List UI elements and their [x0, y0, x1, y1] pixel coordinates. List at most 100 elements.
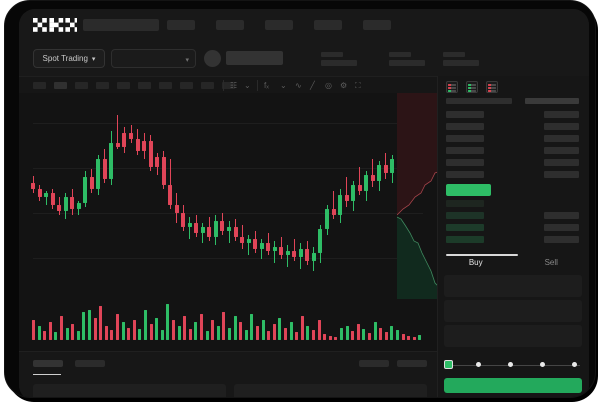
orderbook-current-price[interactable] — [446, 184, 491, 196]
timeframe-button-9[interactable] — [201, 82, 214, 89]
settings-icon[interactable]: ⚙ — [340, 81, 348, 90]
volume-bar — [222, 312, 226, 340]
nav-item-1[interactable] — [167, 20, 195, 30]
orders-action-1[interactable] — [359, 360, 389, 367]
app-header — [19, 9, 589, 42]
indicators-icon[interactable]: fₓ — [264, 81, 269, 90]
trading-mode-selector[interactable]: Spot Trading ▾ — [33, 49, 105, 68]
nav-item-2[interactable] — [216, 20, 244, 30]
nav-item-4[interactable] — [314, 20, 342, 30]
slider-stop-75[interactable] — [540, 362, 545, 367]
timeframe-button-4[interactable] — [96, 82, 109, 89]
timeframe-button-10[interactable] — [222, 82, 235, 89]
volume-bar — [132, 320, 136, 340]
orderbook-bid-row[interactable] — [446, 212, 484, 219]
order-price-field[interactable] — [444, 300, 582, 322]
orders-tab-1[interactable] — [33, 360, 63, 367]
orders-action-2[interactable] — [397, 360, 427, 367]
volume-bar — [172, 320, 175, 340]
slider-stop-100[interactable] — [572, 362, 577, 367]
orderbook-layout-toggles — [446, 81, 498, 93]
slider-stop-25[interactable] — [476, 362, 481, 367]
orderbook-ask-row[interactable] — [446, 171, 484, 178]
timeframe-button-2[interactable] — [54, 82, 67, 89]
volume-bar — [88, 310, 91, 340]
orders-tab-2[interactable] — [75, 360, 105, 367]
ticker-stat-2 — [389, 52, 425, 66]
volume-bar — [334, 337, 338, 340]
trading-subheader: Spot Trading ▾ ▾ — [19, 42, 589, 76]
tab-sell[interactable]: Sell — [544, 258, 558, 267]
volume-bar — [295, 332, 299, 340]
ticker-stat-3 — [443, 52, 479, 66]
orders-panel-left[interactable] — [33, 384, 226, 397]
order-amount-field[interactable] — [444, 325, 582, 347]
ticker-stat-value — [321, 60, 357, 66]
line-tool-icon[interactable]: ∿ — [295, 81, 302, 90]
chart-gridline — [33, 213, 423, 214]
timeframe-button-8[interactable] — [180, 82, 193, 89]
nav-item-5[interactable] — [363, 20, 391, 30]
orderbook-ask-row[interactable] — [446, 159, 484, 166]
volume-bar — [216, 326, 220, 340]
volume-bar — [43, 331, 47, 340]
timeframe-button-7[interactable] — [159, 82, 172, 89]
orderbook-ask-row[interactable] — [446, 123, 484, 130]
orders-panel-right[interactable] — [234, 384, 427, 397]
volume-bar — [93, 318, 97, 340]
volume-bar — [127, 328, 131, 340]
price-chart[interactable] — [19, 93, 437, 351]
orderbook-bid-row[interactable] — [446, 200, 484, 207]
drawing-tool-icon[interactable]: ╱ — [310, 81, 315, 90]
chart-gridline — [33, 258, 423, 259]
candle-chart-icon[interactable]: ☷ — [230, 81, 238, 90]
volume-bar — [418, 335, 422, 340]
volume-bar — [188, 329, 192, 340]
volume-bar — [233, 316, 237, 340]
nav-item-3[interactable] — [265, 20, 293, 30]
chart-type-chevron-icon[interactable]: ⌄ — [244, 81, 251, 90]
orderbook-layout-buy-icon[interactable] — [466, 81, 478, 93]
slider-stop-50[interactable] — [508, 362, 513, 367]
ticker-stat-label — [443, 52, 465, 57]
volume-bar — [37, 326, 41, 340]
tab-buy[interactable]: Buy — [468, 258, 483, 267]
orderbook-layout-both-icon[interactable] — [446, 81, 458, 93]
trading-mode-label: Spot Trading — [42, 54, 88, 63]
ticker-stat-label — [321, 52, 343, 57]
slider-handle[interactable] — [444, 360, 453, 369]
pair-selector[interactable]: ▾ — [111, 49, 196, 68]
indicators-chevron-icon[interactable]: ⌄ — [280, 81, 287, 90]
toolbar-divider — [223, 80, 224, 91]
order-type-field[interactable] — [444, 275, 582, 297]
okx-logo-icon[interactable] — [33, 18, 77, 32]
timeframe-button-3[interactable] — [75, 82, 88, 89]
orderbook-ask-row[interactable] — [446, 147, 484, 154]
volume-bar — [228, 328, 231, 340]
orderbook-ask-row[interactable] — [446, 135, 484, 142]
volume-bar — [412, 337, 416, 340]
volume-bar — [340, 328, 343, 340]
fullscreen-icon[interactable]: ⛶ — [355, 81, 361, 90]
timeframe-button-1[interactable] — [33, 82, 46, 89]
volume-bar — [256, 326, 259, 340]
volume-bar — [177, 326, 181, 340]
volume-bar — [149, 324, 153, 340]
orders-tabs — [33, 360, 105, 367]
orderbook-bid-size — [544, 236, 579, 243]
order-amount-slider[interactable] — [444, 360, 582, 370]
timeframe-group — [33, 82, 235, 89]
search-input[interactable] — [83, 19, 159, 31]
volume-bar — [65, 328, 69, 340]
orderbook-layout-sell-icon[interactable] — [486, 81, 498, 93]
volume-bar — [116, 314, 119, 340]
camera-icon[interactable]: ◎ — [325, 81, 332, 90]
orderbook-bid-row[interactable] — [446, 224, 484, 231]
orderbook-bid-row[interactable] — [446, 236, 484, 243]
volume-bar — [373, 322, 377, 340]
orderbook-ask-row[interactable] — [446, 111, 484, 118]
timeframe-button-5[interactable] — [117, 82, 130, 89]
submit-buy-button[interactable] — [444, 378, 582, 393]
timeframe-button-6[interactable] — [138, 82, 151, 89]
